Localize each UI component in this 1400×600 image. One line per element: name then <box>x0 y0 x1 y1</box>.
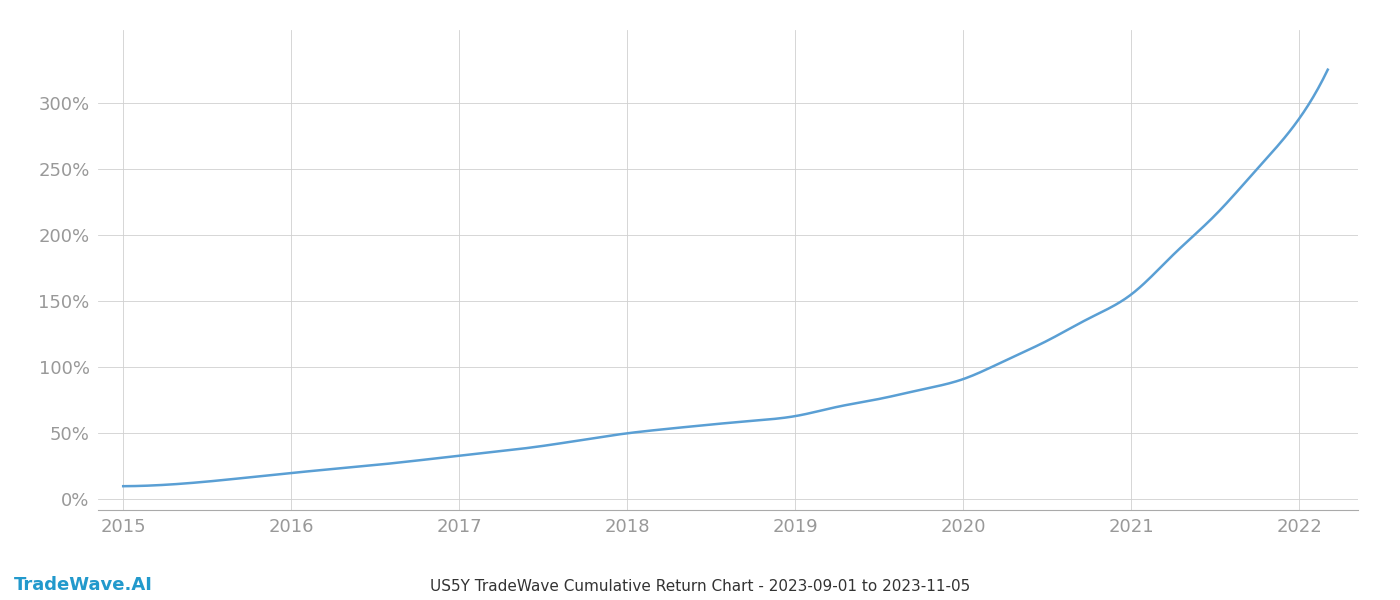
Text: US5Y TradeWave Cumulative Return Chart - 2023-09-01 to 2023-11-05: US5Y TradeWave Cumulative Return Chart -… <box>430 579 970 594</box>
Text: TradeWave.AI: TradeWave.AI <box>14 576 153 594</box>
